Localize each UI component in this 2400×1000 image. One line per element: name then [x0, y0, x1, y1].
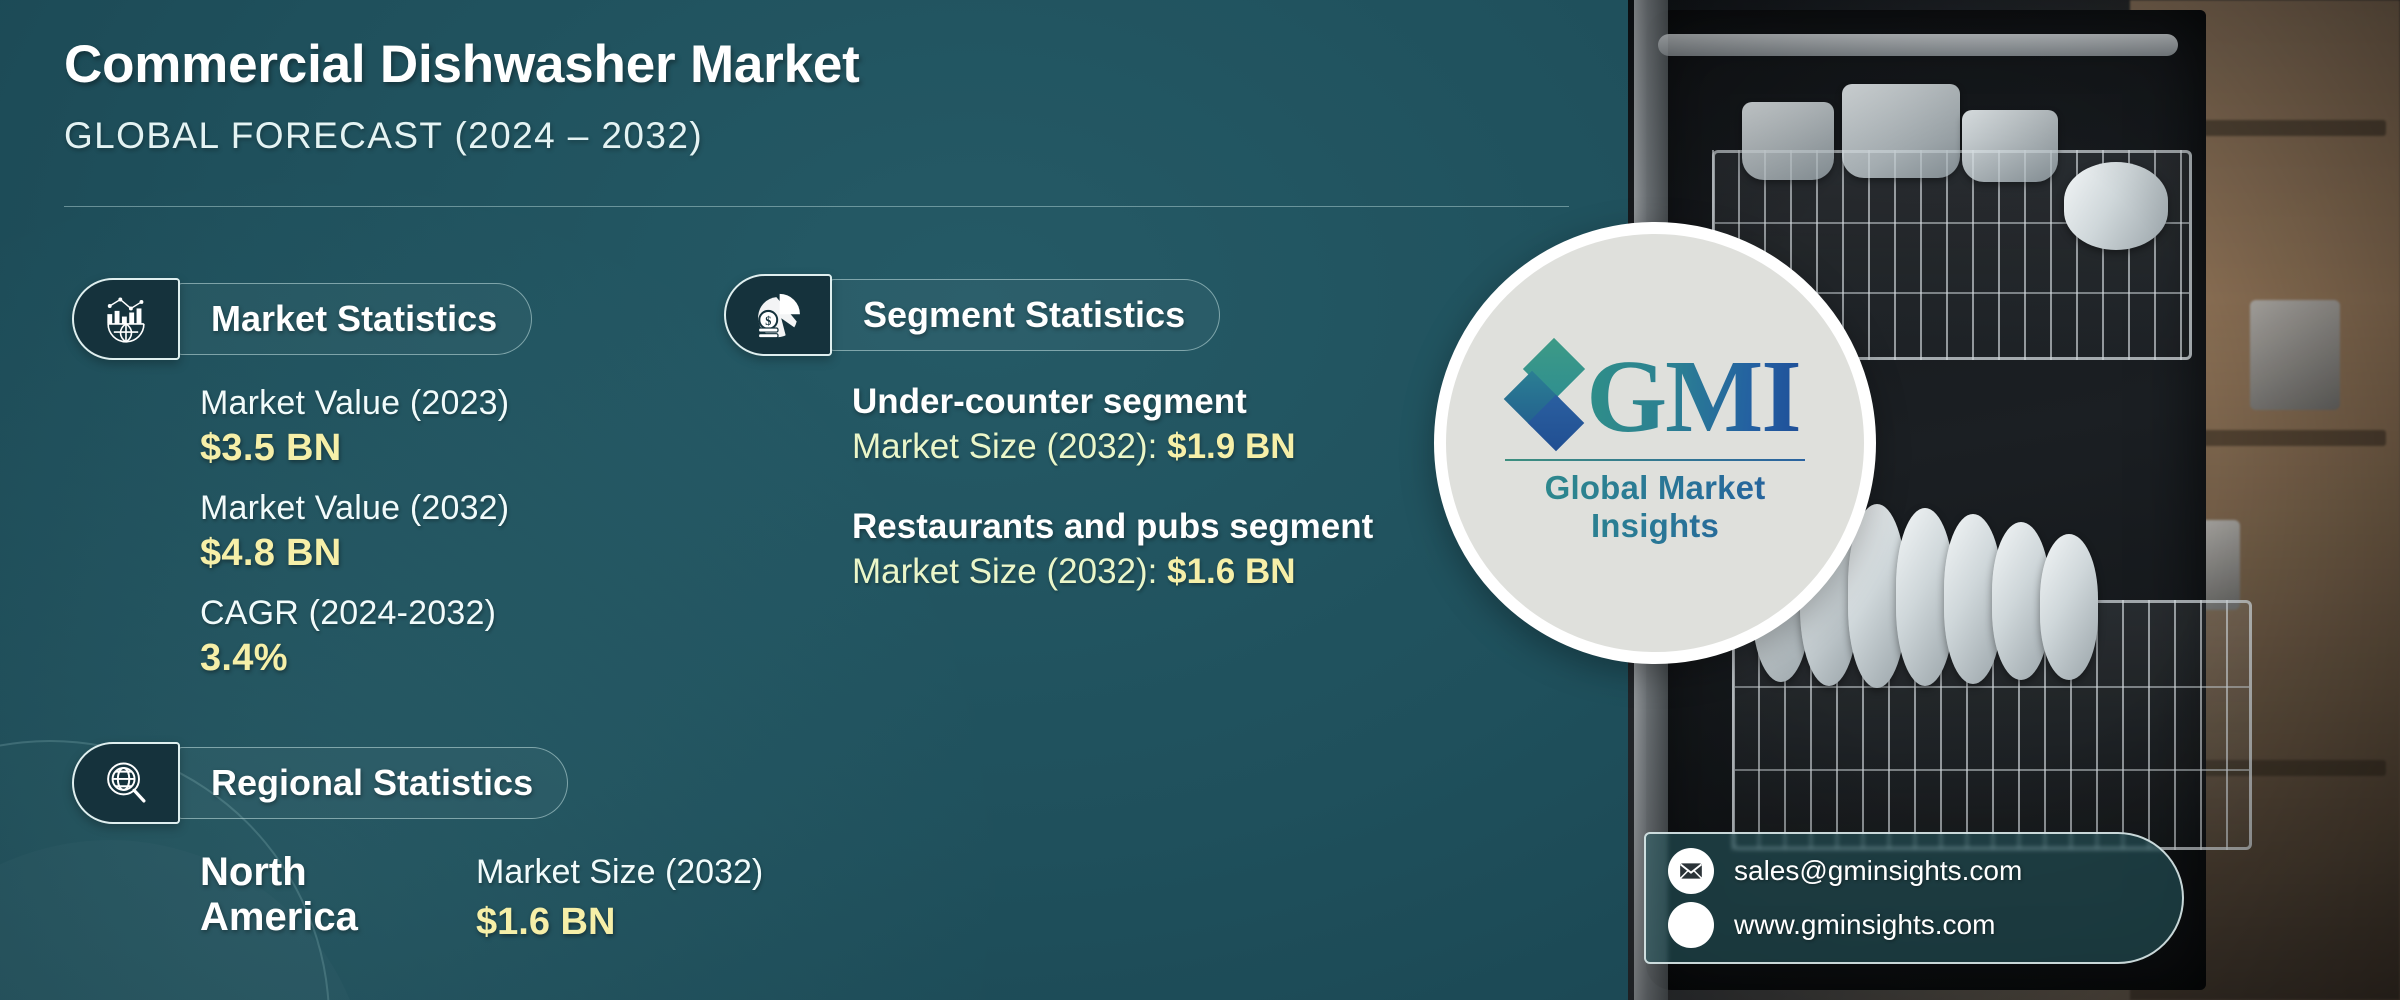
header-divider: [64, 206, 1569, 207]
stat-value: 3.4%: [200, 637, 288, 680]
contact-website-row[interactable]: www.gminsights.com: [1668, 902, 2182, 948]
segment-metric: Market Size (2032): $1.6 BN: [852, 549, 1373, 595]
segment-statistics-section: $ Segment Statistics Under-counter segme…: [724, 274, 1373, 631]
segment-metric-label: Market Size (2032):: [852, 552, 1168, 591]
stat-label: CAGR (2024-2032): [200, 594, 497, 633]
contact-website: www.gminsights.com: [1734, 909, 1996, 940]
segment-metric: Market Size (2032): $1.9 BN: [852, 424, 1373, 470]
segment-block: Restaurants and pubs segment Market Size…: [852, 505, 1373, 594]
globe-bar-chart-icon: [72, 278, 180, 360]
stat-value: $4.8 BN: [200, 532, 342, 575]
segment-statistics-header: $ Segment Statistics: [724, 274, 1373, 356]
globe-magnifier-icon: [72, 742, 180, 824]
gmi-logo: GMI Global Market Insights: [1434, 222, 1876, 664]
segment-title: Under-counter segment: [852, 382, 1247, 421]
contact-bar: sales@gminsights.com www.gminsights.com: [1644, 832, 2184, 964]
segment-metric-value: $1.9 BN: [1167, 426, 1296, 466]
region-metric-label: Market Size (2032): [476, 853, 764, 891]
contact-email: sales@gminsights.com: [1734, 855, 2023, 886]
stat-row: Market Value (2032) $4.8 BN: [200, 487, 532, 576]
segment-metric-label: Market Size (2032):: [852, 426, 1168, 466]
segment-statistics-title-pill: Segment Statistics: [830, 279, 1221, 351]
segment-statistics-heading: Segment Statistics: [863, 294, 1186, 335]
segment-title: Restaurants and pubs segment: [852, 507, 1374, 547]
market-statistics-body: Market Value (2023) $3.5 BN Market Value…: [72, 382, 532, 682]
market-statistics-title-pill: Market Statistics: [178, 283, 533, 355]
regional-statistics-title-pill: Regional Statistics: [178, 747, 569, 819]
regional-statistics-section: Regional Statistics North America Market…: [72, 742, 763, 948]
stat-label: Market Value (2032): [200, 489, 510, 528]
stat-row: CAGR (2024-2032) 3.4%: [200, 592, 532, 681]
segment-metric-value: $1.6 BN: [1167, 552, 1296, 591]
gmi-logo-rule: [1505, 459, 1805, 461]
regional-statistics-heading: Regional Statistics: [211, 762, 534, 803]
contact-email-row[interactable]: sales@gminsights.com: [1668, 848, 2182, 894]
pie-chart-coins-icon: $: [724, 274, 832, 356]
stat-value: $3.5 BN: [200, 426, 342, 469]
gmi-diamond-mark-icon: [1503, 337, 1586, 453]
segment-block: Under-counter segment Market Size (2032)…: [852, 380, 1373, 469]
segment-statistics-body: Under-counter segment Market Size (2032)…: [724, 380, 1373, 595]
svg-text:$: $: [765, 314, 771, 328]
left-content-panel: Commercial Dishwasher Market GLOBAL FORE…: [0, 0, 1628, 1000]
region-metric-value: $1.6 BN: [476, 901, 616, 944]
regional-statistics-body: North America Market Size (2032) $1.6 BN: [72, 850, 763, 948]
market-statistics-section: Market Statistics Market Value (2023) $3…: [72, 278, 533, 698]
market-statistics-header: Market Statistics: [72, 278, 533, 360]
market-statistics-heading: Market Statistics: [211, 298, 498, 339]
stat-row: Market Value (2023) $3.5 BN: [200, 382, 532, 471]
gmi-logo-mark: GMI: [1586, 339, 1802, 454]
gmi-logo-name: Global Market Insights: [1490, 469, 1820, 545]
globe-icon: [1668, 902, 1714, 948]
header: Commercial Dishwasher Market GLOBAL FORE…: [64, 34, 1584, 157]
dishwasher-top-trim: [1658, 34, 2178, 56]
page-title: Commercial Dishwasher Market: [64, 35, 860, 94]
region-name: North America: [200, 850, 358, 939]
envelope-icon: [1668, 848, 1714, 894]
page-subtitle: GLOBAL FORECAST (2024 – 2032): [64, 115, 704, 156]
regional-statistics-header: Regional Statistics: [72, 742, 763, 824]
region-metric: Market Size (2032) $1.6 BN: [476, 850, 763, 948]
stat-label: Market Value (2023): [200, 384, 510, 422]
